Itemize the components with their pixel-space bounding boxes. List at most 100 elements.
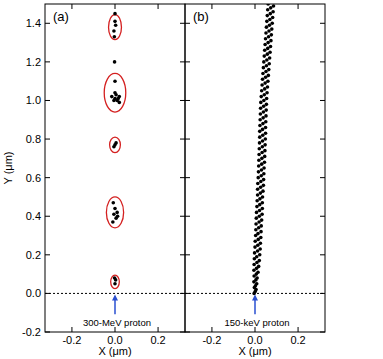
point	[112, 213, 116, 217]
point	[257, 153, 261, 157]
point	[264, 131, 268, 135]
plot-area	[185, 4, 325, 295]
point	[258, 247, 262, 251]
point	[113, 35, 117, 39]
point	[255, 255, 259, 259]
x-tick-top	[71, 4, 72, 9]
point	[264, 137, 268, 141]
y-tick-right	[180, 61, 185, 62]
point	[258, 141, 262, 145]
point	[260, 89, 264, 93]
x-tick	[211, 327, 212, 332]
y-tick-right	[320, 100, 325, 101]
point	[267, 74, 271, 78]
x-tick-label: -0.2	[202, 334, 221, 346]
point	[255, 276, 259, 280]
point	[259, 112, 263, 116]
x-tick	[158, 327, 159, 332]
y-tick-label: 1.4	[26, 17, 41, 29]
point	[113, 282, 117, 286]
point	[256, 270, 260, 274]
y-tick-right	[180, 254, 185, 255]
point	[267, 68, 271, 72]
cluster-ellipse	[109, 15, 122, 40]
y-tick-right	[320, 177, 325, 178]
point	[116, 97, 120, 101]
point	[262, 166, 266, 170]
point	[265, 25, 269, 29]
x-tick	[71, 327, 72, 332]
point	[256, 182, 260, 186]
y-tick	[45, 139, 50, 140]
y-tick-right	[320, 216, 325, 217]
point	[272, 4, 276, 8]
point	[111, 220, 115, 224]
frame	[45, 4, 185, 332]
point	[262, 54, 266, 58]
y-tick-right	[320, 139, 325, 140]
point	[270, 21, 274, 25]
y-tick	[45, 177, 50, 178]
x-tick-top	[255, 4, 256, 9]
x-tick-top	[298, 4, 299, 9]
y-tick-label: 0.4	[26, 210, 41, 222]
point	[261, 201, 265, 205]
y-tick-right	[320, 61, 325, 62]
y-tick	[45, 23, 50, 24]
y-tick-right	[180, 23, 185, 24]
y-tick	[185, 177, 190, 178]
point	[256, 176, 260, 180]
y-tick-right	[180, 216, 185, 217]
point	[258, 124, 262, 128]
y-tick-label: 0.6	[26, 172, 41, 184]
y-tick-label: 0.0	[26, 287, 41, 299]
point	[262, 60, 266, 64]
plot-area	[45, 12, 185, 294]
point	[261, 189, 265, 193]
point	[261, 207, 265, 211]
point	[270, 33, 274, 37]
cluster-ellipse	[111, 275, 120, 289]
y-tick	[185, 61, 190, 62]
y-tick	[45, 100, 50, 101]
annotation: 150-keV proton	[225, 317, 290, 328]
annotation-arrow	[254, 299, 256, 314]
point	[264, 31, 268, 35]
point	[266, 79, 270, 83]
point	[113, 91, 117, 95]
y-tick	[185, 293, 190, 294]
x-tick-top	[115, 4, 116, 9]
point	[113, 143, 117, 147]
y-tick-label: 0.8	[26, 133, 41, 145]
annotation-arrow	[114, 299, 116, 314]
point	[113, 79, 117, 83]
point	[260, 213, 264, 217]
x-tick-top	[211, 4, 212, 9]
point	[271, 16, 275, 20]
x-tick-label: -0.2	[62, 334, 81, 346]
point	[268, 56, 272, 60]
point	[265, 103, 269, 107]
y-tick	[185, 332, 190, 333]
x-axis-label: X (μm)	[98, 345, 131, 357]
y-tick-right	[320, 332, 325, 333]
point	[262, 178, 266, 182]
point	[264, 114, 268, 118]
point	[263, 143, 267, 147]
point	[113, 60, 117, 64]
y-tick	[185, 216, 190, 217]
point	[261, 195, 265, 199]
point	[263, 43, 267, 47]
point	[253, 240, 257, 244]
point	[259, 241, 263, 245]
reference-line	[45, 293, 185, 294]
figure: -0.20.00.2-0.20.00.20.40.60.81.01.21.4(a…	[0, 0, 383, 359]
point	[118, 101, 122, 105]
point	[259, 236, 263, 240]
point	[257, 265, 261, 269]
cluster-ellipse	[104, 73, 126, 112]
point	[265, 91, 269, 95]
point	[261, 128, 265, 132]
point	[258, 259, 262, 263]
y-tick	[185, 254, 190, 255]
